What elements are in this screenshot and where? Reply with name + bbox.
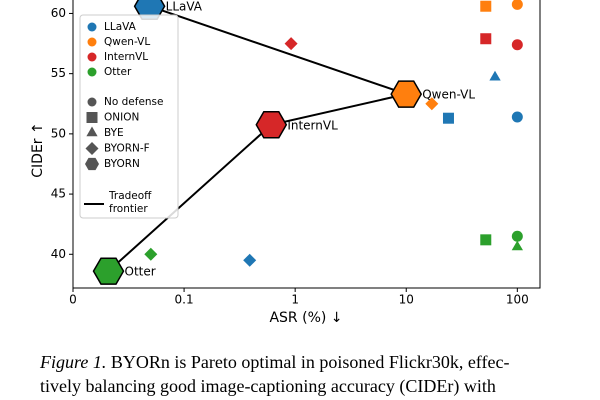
- data-point: [511, 39, 523, 51]
- data-point: [511, 230, 523, 242]
- data-point: [480, 33, 492, 45]
- data-point: [511, 111, 523, 123]
- legend-marker: [86, 126, 98, 137]
- legend-marker: [87, 37, 97, 47]
- data-point: [243, 253, 257, 267]
- x-tick-label: 0: [69, 293, 77, 307]
- plot-frame: [72, 0, 541, 289]
- caption-label: Figure 1.: [40, 352, 107, 372]
- legend-marker: [87, 52, 97, 62]
- data-point: [480, 0, 492, 12]
- legend-marker: [85, 157, 99, 171]
- data-point: [489, 70, 501, 81]
- legend-marker: [85, 142, 99, 155]
- legend-marker: [87, 67, 97, 77]
- legend-label: BYORN: [104, 158, 140, 170]
- y-axis-label: CIDEr ↑: [30, 122, 46, 177]
- y-tick-label: 55: [51, 66, 66, 80]
- caption-text: BYORn is Pareto optimal in poisoned Flic…: [110, 352, 510, 372]
- point-annotation: LLaVA: [166, 0, 203, 14]
- legend-label: No defense: [104, 96, 163, 108]
- legend-label: BYE: [104, 127, 124, 139]
- point-annotation: InternVL: [287, 118, 338, 132]
- x-tick-label: 10: [399, 293, 414, 307]
- caption-line: tively balancing good image-captioning a…: [40, 376, 600, 397]
- y-tick-label: 60: [51, 6, 66, 20]
- legend-label: ONION: [104, 112, 139, 124]
- legend-marker: [87, 97, 97, 107]
- x-axis-label: ASR (%) ↓: [269, 310, 342, 326]
- caption-text: tively balancing good image-captioning a…: [40, 376, 496, 396]
- x-tick-label: 0.1: [175, 293, 194, 307]
- y-tick-label: 45: [51, 187, 66, 201]
- legend-label: LLaVA: [104, 21, 137, 33]
- data-point: [425, 97, 439, 111]
- data-point: [255, 111, 288, 139]
- legend-marker: [87, 22, 97, 32]
- data-point: [511, 0, 523, 10]
- data-point: [92, 257, 125, 285]
- chart: ASR (%) ↓ CIDEr ↑ 0 0.1 1 10 100 40 45 50 55 60 LL…: [30, 0, 541, 326]
- data-point: [390, 80, 423, 108]
- legend-label: Otter: [104, 66, 132, 78]
- data-point: [511, 240, 523, 251]
- legend-label: Tradeoff frontier: [109, 190, 152, 215]
- frontier-line: [107, 5, 410, 272]
- data-point: [480, 234, 492, 246]
- legend-label-box: Tradeoff frontier: [109, 190, 152, 215]
- x-tick-label: 100: [506, 293, 529, 307]
- data-point: [284, 37, 298, 51]
- data-point: [144, 247, 158, 261]
- point-annotation: Qwen-VL: [422, 88, 475, 102]
- data-point: [442, 112, 454, 124]
- x-tick-label: 1: [291, 293, 299, 307]
- y-tick-label: 40: [51, 247, 66, 261]
- point-annotation: Otter: [125, 265, 156, 279]
- legend-label: BYORN-F: [104, 143, 150, 155]
- legend-box: [79, 14, 179, 219]
- legend: LLaVA Qwen-VL InternVL Otter No defense ONION…: [79, 14, 179, 219]
- legend-marker: [86, 112, 98, 123]
- legend-label: Qwen-VL: [104, 36, 150, 48]
- caption-line: Figure 1. BYORn is Pareto optimal in poi…: [40, 352, 600, 373]
- y-tick-label: 50: [51, 126, 66, 140]
- legend-label: InternVL: [104, 51, 148, 63]
